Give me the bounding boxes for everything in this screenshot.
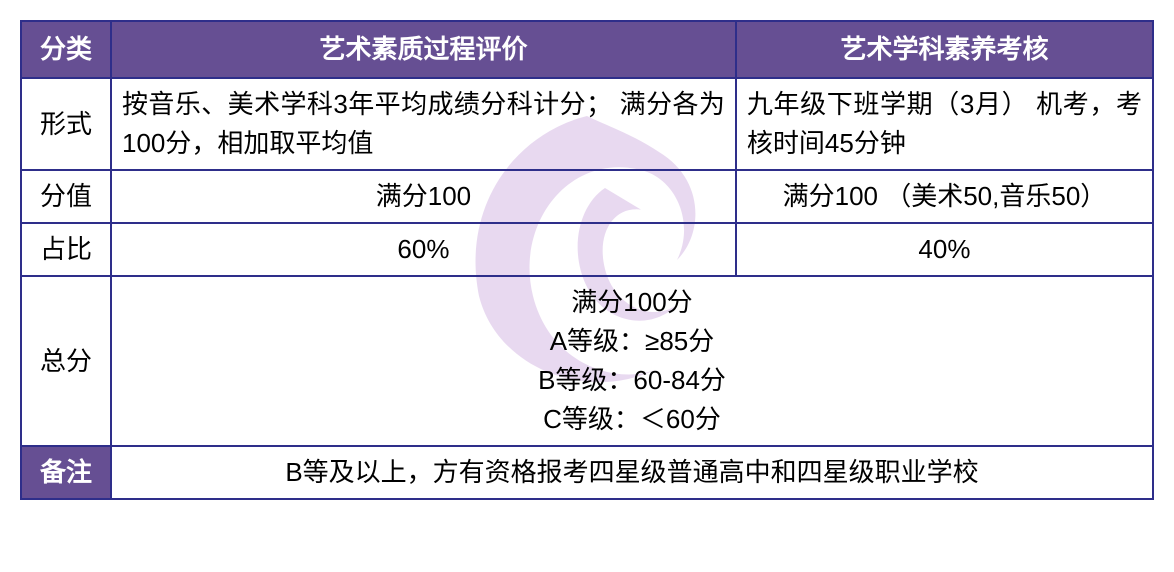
label-note: 备注 (21, 446, 111, 499)
row-score: 分值 满分100 满分100 （美术50,音乐50） (21, 170, 1153, 223)
art-assessment-table: 分类 艺术素质过程评价 艺术学科素养考核 形式 按音乐、美术学科3年平均成绩分科… (20, 20, 1154, 500)
cell-total-merged: 满分100分 A等级：≥85分 B等级：60-84分 C等级：＜60分 (111, 276, 1153, 446)
cell-note-merged: B等及以上，方有资格报考四星级普通高中和四星级职业学校 (111, 446, 1153, 499)
row-total: 总分 满分100分 A等级：≥85分 B等级：60-84分 C等级：＜60分 (21, 276, 1153, 446)
label-total: 总分 (21, 276, 111, 446)
table-container: 分类 艺术素质过程评价 艺术学科素养考核 形式 按音乐、美术学科3年平均成绩分科… (20, 20, 1154, 500)
label-form: 形式 (21, 78, 111, 170)
label-ratio: 占比 (21, 223, 111, 276)
row-note: 备注 B等及以上，方有资格报考四星级普通高中和四星级职业学校 (21, 446, 1153, 499)
cell-form-process: 按音乐、美术学科3年平均成绩分科计分； 满分各为100分，相加取平均值 (111, 78, 736, 170)
label-score: 分值 (21, 170, 111, 223)
cell-score-process: 满分100 (111, 170, 736, 223)
row-ratio: 占比 60% 40% (21, 223, 1153, 276)
cell-form-exam: 九年级下班学期（3月） 机考，考核时间45分钟 (736, 78, 1153, 170)
table-header-row: 分类 艺术素质过程评价 艺术学科素养考核 (21, 21, 1153, 78)
cell-ratio-exam: 40% (736, 223, 1153, 276)
header-subject-exam: 艺术学科素养考核 (736, 21, 1153, 78)
cell-score-exam: 满分100 （美术50,音乐50） (736, 170, 1153, 223)
cell-ratio-process: 60% (111, 223, 736, 276)
row-form: 形式 按音乐、美术学科3年平均成绩分科计分； 满分各为100分，相加取平均值 九… (21, 78, 1153, 170)
header-process-eval: 艺术素质过程评价 (111, 21, 736, 78)
header-category: 分类 (21, 21, 111, 78)
